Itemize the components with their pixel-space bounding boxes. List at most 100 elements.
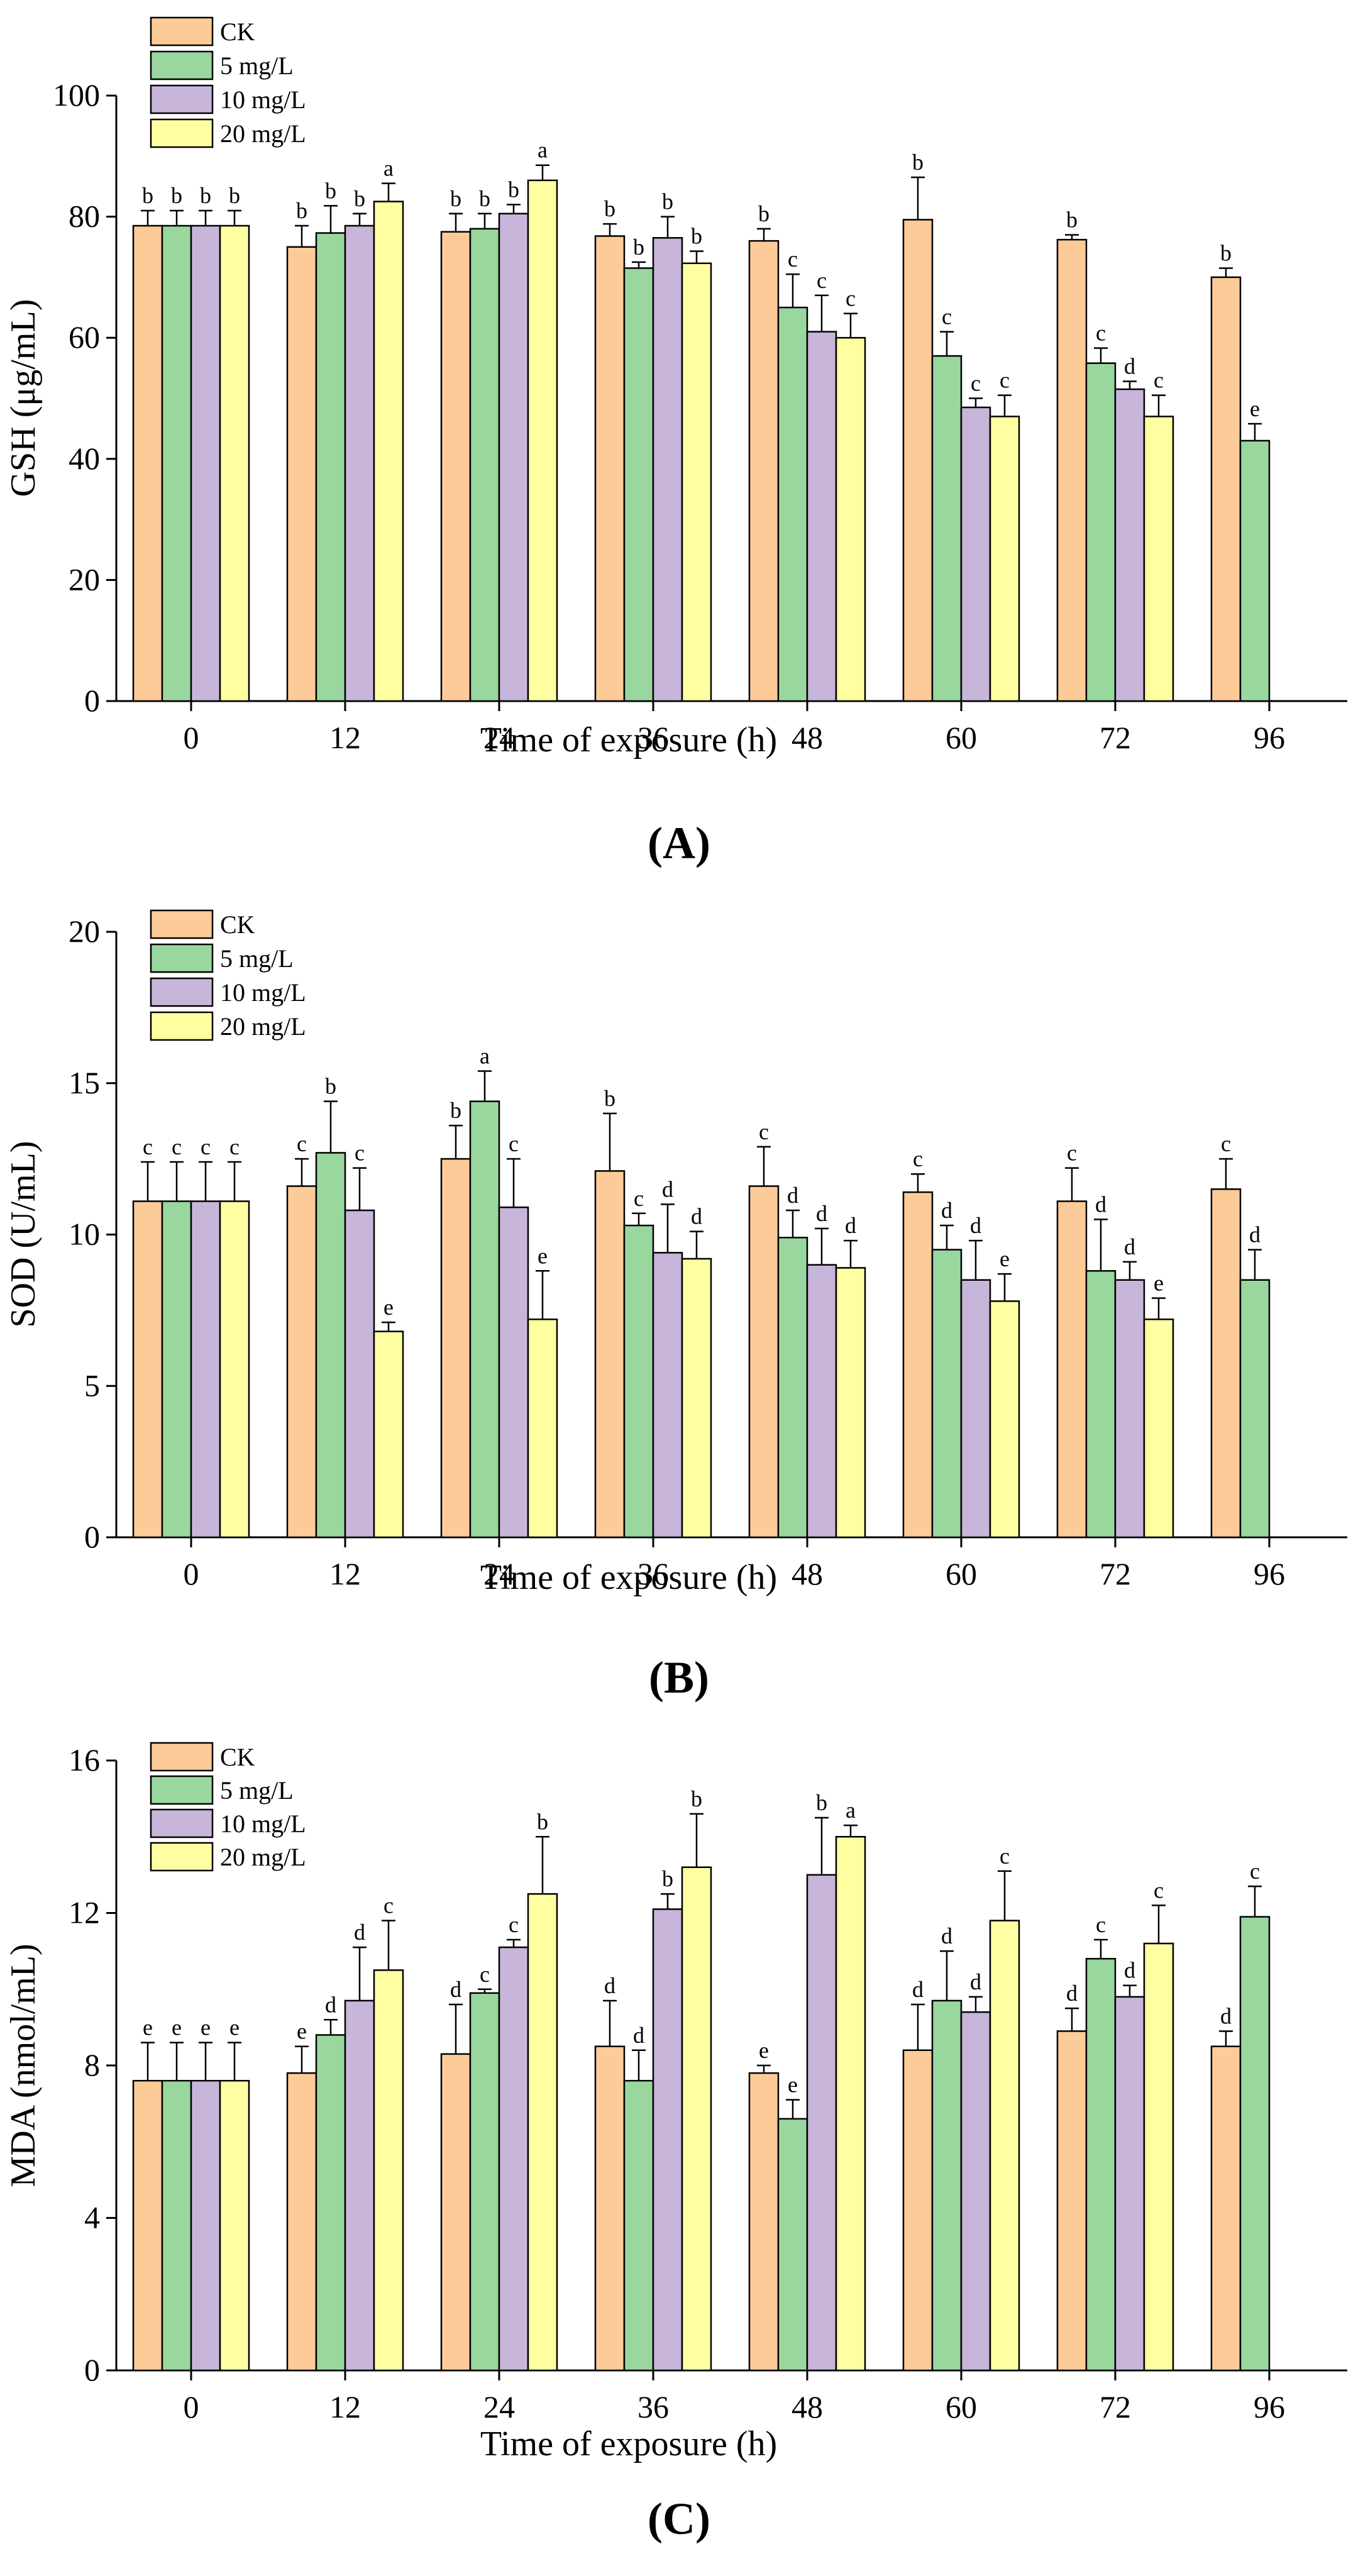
error-bar	[969, 1239, 983, 1280]
panel-label: (A)	[648, 818, 710, 868]
error-bar	[141, 1161, 155, 1202]
x-tick-label: 96	[1254, 720, 1285, 755]
error-bar	[1152, 1904, 1166, 1943]
significance-letter: c	[1154, 1877, 1164, 1903]
legend-swatch	[150, 1775, 214, 1805]
bar	[373, 201, 404, 702]
error-bar	[449, 2003, 463, 2054]
error-bar	[603, 1999, 617, 2047]
error-bar	[324, 1100, 338, 1153]
significance-letter: e	[538, 1243, 548, 1268]
significance-letter: b	[1066, 207, 1078, 232]
bar	[315, 2034, 346, 2372]
significance-letter: d	[1095, 1191, 1106, 1217]
error-bar	[228, 1161, 241, 1202]
error-bar	[170, 2042, 184, 2081]
error-bar	[1248, 1249, 1262, 1280]
significance-letter: a	[846, 1798, 856, 1823]
error-bar	[1152, 394, 1166, 417]
significance-letter: e	[201, 2015, 211, 2040]
error-bar	[940, 331, 954, 357]
bar	[652, 237, 683, 702]
bar	[902, 2049, 934, 2372]
error-bar	[199, 209, 212, 226]
error-bar	[141, 2042, 155, 2081]
significance-letter: c	[509, 1131, 519, 1156]
y-tick-label: 0	[84, 683, 100, 718]
bar	[1056, 2030, 1088, 2372]
significance-letter: b	[691, 1786, 702, 1811]
error-bar	[786, 2099, 800, 2119]
significance-letter: e	[1250, 396, 1260, 421]
error-bar	[382, 1920, 395, 1971]
bar	[1210, 2045, 1242, 2372]
legend-label: 10 mg/L	[220, 1810, 306, 1838]
bar	[161, 2080, 192, 2372]
bar	[806, 1874, 837, 2372]
bar	[652, 1252, 683, 1539]
y-tick-label: 4	[84, 2200, 100, 2235]
bar	[161, 1200, 192, 1539]
error-bar	[353, 1167, 367, 1210]
y-tick-label: 0	[84, 1519, 100, 1554]
error-bar	[911, 1173, 925, 1193]
y-axis-title: SOD (U/mL)	[4, 1141, 43, 1327]
error-bar	[757, 228, 771, 241]
significance-letter: e	[229, 2015, 240, 2040]
significance-letter: b	[296, 198, 307, 223]
significance-letter: c	[788, 246, 798, 272]
significance-letter: d	[941, 1198, 952, 1223]
error-bar	[478, 213, 492, 229]
bar	[989, 416, 1020, 702]
error-bar	[449, 1124, 463, 1159]
y-tick-label: 40	[69, 441, 100, 476]
bar	[469, 1100, 500, 1539]
error-bar	[998, 1870, 1012, 1921]
significance-letter: d	[662, 1176, 673, 1202]
bar	[286, 1185, 317, 1539]
x-tick-label: 36	[637, 1556, 669, 1591]
bar	[623, 2080, 654, 2372]
error-bar	[1065, 2007, 1079, 2032]
bar	[931, 355, 963, 702]
bar	[286, 246, 317, 702]
error-bar	[786, 273, 800, 308]
significance-letter: e	[1154, 1271, 1164, 1296]
significance-letter: d	[941, 1923, 952, 1949]
bar	[931, 1999, 963, 2372]
error-bar	[969, 397, 983, 407]
x-tick-label: 72	[1100, 1556, 1131, 1591]
x-axis-title: Time of exposure (h)	[480, 721, 777, 760]
significance-letter: c	[759, 1119, 769, 1144]
bar	[1143, 416, 1174, 702]
x-tick-label: 48	[792, 1556, 823, 1591]
error-bar	[199, 1161, 212, 1202]
significance-letter: c	[1096, 1912, 1106, 1937]
significance-letter: b	[604, 196, 615, 221]
x-tick-label: 72	[1100, 720, 1131, 755]
bar	[527, 1893, 558, 2372]
bar	[623, 267, 654, 702]
significance-letter: e	[1000, 1246, 1010, 1271]
error-bar	[1123, 1984, 1137, 1997]
error-bar	[632, 261, 646, 268]
legend-label: CK	[220, 910, 255, 939]
x-tick-label: 48	[792, 2389, 823, 2424]
error-bar	[998, 1273, 1012, 1302]
legend-swatch	[150, 1842, 214, 1872]
error-bar	[1065, 1167, 1079, 1202]
significance-letter: b	[450, 186, 461, 211]
significance-letter: d	[970, 1213, 981, 1238]
legend-swatch	[150, 1808, 214, 1838]
bar	[835, 336, 866, 702]
bar	[902, 1191, 934, 1539]
significance-letter: a	[538, 138, 548, 163]
y-tick-label: 80	[69, 199, 100, 234]
bar	[161, 224, 192, 702]
significance-letter: b	[691, 223, 702, 248]
bar	[315, 1152, 346, 1539]
significance-letter: e	[759, 2038, 769, 2063]
significance-letter: b	[325, 1074, 336, 1099]
bar	[989, 1300, 1020, 1539]
